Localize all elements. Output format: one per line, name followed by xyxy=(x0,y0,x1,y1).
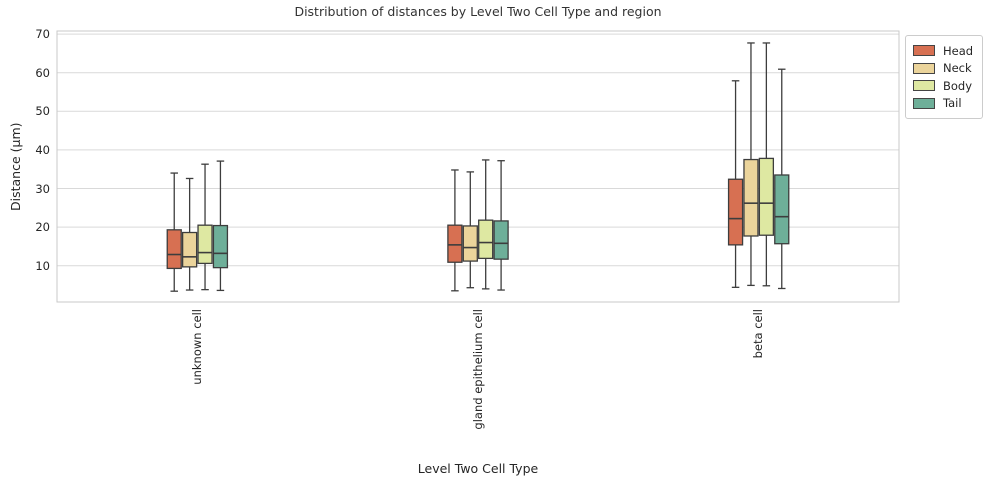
legend-swatch-head xyxy=(913,45,935,57)
legend-item-tail: Tail xyxy=(913,95,975,113)
x-axis-label: Level Two Cell Type xyxy=(417,461,539,476)
legend-item-body: Body xyxy=(913,77,975,95)
y-tick-label-20: 20 xyxy=(35,220,50,235)
legend-label-body: Body xyxy=(943,78,973,93)
chart-title: Distribution of distances by Level Two C… xyxy=(294,4,662,19)
legend: Head Neck Body Tail xyxy=(905,35,983,119)
box-head-beta-cell xyxy=(727,178,744,246)
legend-label-tail: Tail xyxy=(943,96,962,111)
y-tick-label-70: 70 xyxy=(35,27,50,42)
box-tail-gland-epithelium-cell xyxy=(493,220,509,260)
legend-item-neck: Neck xyxy=(913,60,975,78)
x-tick-label-gland-epithelium-cell: gland epithelium cell xyxy=(470,309,485,430)
legend-item-head: Head xyxy=(913,42,975,60)
box-head-unknown-cell xyxy=(166,229,182,270)
box-neck-unknown-cell xyxy=(181,231,198,268)
box-body-gland-epithelium-cell xyxy=(478,219,494,260)
box-body-unknown-cell xyxy=(197,224,213,265)
x-tick-label-unknown-cell: unknown cell xyxy=(189,309,204,385)
legend-label-neck: Neck xyxy=(943,61,972,76)
box-tail-beta-cell xyxy=(774,174,790,245)
y-tick-label-50: 50 xyxy=(35,104,50,119)
legend-swatch-neck xyxy=(913,62,935,74)
box-body-beta-cell xyxy=(758,157,775,236)
y-tick-label-60: 60 xyxy=(35,65,50,80)
axes-spines xyxy=(56,30,900,303)
y-tick-label-10: 10 xyxy=(35,258,50,273)
legend-label-head: Head xyxy=(943,43,974,58)
box-tail-unknown-cell xyxy=(212,224,229,269)
y-tick-label-30: 30 xyxy=(35,181,50,196)
x-tick-label-beta-cell: beta cell xyxy=(751,309,766,359)
legend-swatch-body xyxy=(913,80,935,92)
y-tick-label-40: 40 xyxy=(35,142,50,157)
legend-swatch-tail xyxy=(913,97,935,109)
box-neck-beta-cell xyxy=(743,158,759,237)
box-neck-gland-epithelium-cell xyxy=(462,225,478,262)
box-head-gland-epithelium-cell xyxy=(447,224,463,263)
